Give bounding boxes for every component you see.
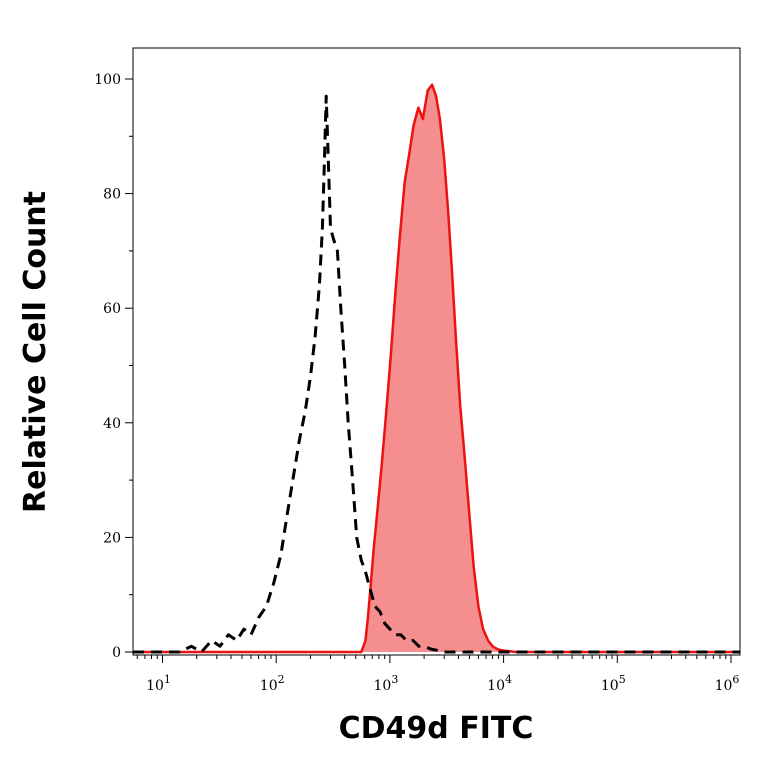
series-fill-area (133, 84, 740, 652)
y-tick-label: 40 (103, 416, 121, 432)
y-tick-label: 100 (94, 72, 121, 88)
y-axis-title: Relative Cell Count (18, 191, 53, 513)
y-tick-label: 20 (103, 530, 121, 546)
series-outline (133, 83, 740, 654)
x-axis-ticks: 101 102 103 104 105 106 (136, 655, 740, 694)
y-tick-label: 0 (112, 645, 121, 661)
plot-series (133, 83, 740, 654)
x-axis-title: CD49d FITC (339, 711, 534, 746)
series-dashed-line (133, 94, 740, 654)
x-tick-label: 106 (715, 673, 740, 694)
x-tick-label: 102 (260, 673, 285, 694)
y-tick-label: 60 (103, 301, 121, 317)
y-axis-ticks: 0 20 40 60 80 100 (94, 72, 133, 661)
y-tick-label: 80 (103, 187, 121, 203)
x-tick-label: 105 (601, 673, 626, 694)
plot-frame (132, 47, 741, 656)
x-tick-label: 104 (487, 673, 512, 694)
x-tick-label: 103 (373, 673, 398, 694)
x-tick-label: 101 (146, 673, 171, 694)
